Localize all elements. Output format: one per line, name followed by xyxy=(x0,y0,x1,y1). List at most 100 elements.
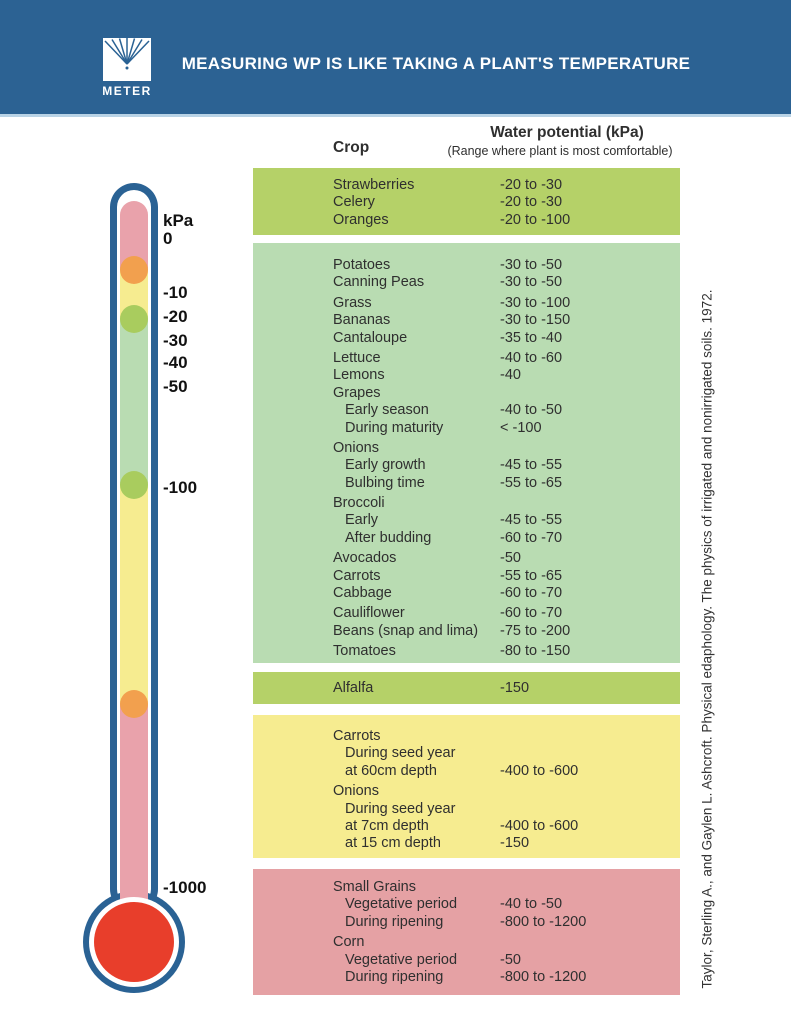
table-row: During seed year xyxy=(253,745,680,762)
table-row: During ripening -800 to -1200 xyxy=(253,969,680,986)
crop-label: at 60cm depth xyxy=(345,762,437,779)
scale-label-neg1000: -1000 xyxy=(163,878,207,897)
crop-label: Grapes xyxy=(333,384,381,401)
wp-value: -60 to -70 xyxy=(500,529,563,546)
crop-label: Celery xyxy=(333,194,375,211)
crop-label: Beans (snap and lima) xyxy=(333,622,479,639)
table-row: Vegetative period -50 xyxy=(253,952,680,969)
table-row: Celery -20 to -30 xyxy=(253,194,680,211)
wp-value: -55 to -65 xyxy=(500,474,563,491)
crop-label: Vegetative period xyxy=(345,896,458,913)
wp-value: -20 to -30 xyxy=(500,194,563,211)
crop-label: Cauliflower xyxy=(333,605,405,622)
table-row: Early season -40 to -50 xyxy=(253,402,680,419)
table-row: Grapes xyxy=(253,385,680,402)
table-row: Onions xyxy=(253,783,680,800)
wp-value: -800 to -1200 xyxy=(500,968,587,985)
table-row: Potatoes -30 to -50 xyxy=(253,257,680,274)
crop-label: Avocados xyxy=(333,550,397,567)
crop-label: Bulbing time xyxy=(345,474,425,491)
crop-label: Grass xyxy=(333,294,372,311)
table-row: Beans (snap and lima) -75 to -200 xyxy=(253,623,680,640)
crop-label: Onions xyxy=(333,783,379,800)
crop-label: During ripening xyxy=(345,913,444,930)
tube-marker-green-top xyxy=(120,305,148,333)
table-row: Cabbage -60 to -70 xyxy=(253,585,680,602)
table-row: Cantaloupe -35 to -40 xyxy=(253,330,680,347)
crop-label: Early xyxy=(345,512,379,529)
crop-label: Lemons xyxy=(333,367,385,384)
wp-value: -30 to -150 xyxy=(500,312,571,329)
table-row: Early growth -45 to -55 xyxy=(253,457,680,474)
table-row: During seed year xyxy=(253,801,680,818)
table-row: at 60cm depth -400 to -600 xyxy=(253,763,680,780)
wp-value: -800 to -1200 xyxy=(500,913,587,930)
table-row: Cauliflower -60 to -70 xyxy=(253,605,680,622)
table-row: Broccoli xyxy=(253,495,680,512)
table-row: Early -45 to -55 xyxy=(253,512,680,529)
wp-value: -35 to -40 xyxy=(500,329,563,346)
crop-label: Canning Peas xyxy=(333,274,425,291)
table-row: Bananas -30 to -150 xyxy=(253,312,680,329)
tube-marker-orange-top xyxy=(120,256,148,284)
table-row: Alfalfa -150 xyxy=(253,680,680,697)
crop-label: Strawberries xyxy=(333,177,415,193)
table-row: Vegetative period -40 to -50 xyxy=(253,896,680,913)
scale-label-neg40: -40 xyxy=(163,353,188,372)
crop-label: Carrots xyxy=(333,567,381,584)
wp-value: -60 to -70 xyxy=(500,605,563,622)
tube-segment-green xyxy=(120,319,148,485)
crop-label: Tomatoes xyxy=(333,643,396,660)
scale-label-neg50: -50 xyxy=(163,377,188,396)
scale-label-neg20: -20 xyxy=(163,307,188,326)
crop-label: Vegetative period xyxy=(345,951,458,968)
table-row: at 7cm depth -400 to -600 xyxy=(253,818,680,835)
table-row: Tomatoes -80 to -150 xyxy=(253,643,680,660)
wp-value: -20 to -100 xyxy=(500,211,571,228)
wp-value: -45 to -55 xyxy=(500,512,563,529)
crop-label: Lettuce xyxy=(333,349,381,366)
table-row: Avocados -50 xyxy=(253,550,680,567)
wp-value: -50 xyxy=(500,951,521,968)
crop-table: Strawberries -20 to -30 Celery -20 to -30 Or… xyxy=(253,168,680,995)
crop-label: During seed year xyxy=(345,800,456,817)
wp-value: -20 to -30 xyxy=(500,177,563,193)
crop-label: Small Grains xyxy=(333,879,416,895)
wp-value: -75 to -200 xyxy=(500,622,571,639)
crop-label: Carrots xyxy=(333,728,381,744)
table-row: Oranges -20 to -100 xyxy=(253,212,680,229)
thermometer-bulb xyxy=(94,902,174,982)
header-bar: METER MEASURING WP IS LIKE TAKING A PLAN… xyxy=(0,0,791,117)
table-row: Onions xyxy=(253,440,680,457)
table-row: Carrots xyxy=(253,728,680,745)
wp-value: -45 to -55 xyxy=(500,457,563,474)
wp-value: < -100 xyxy=(500,419,542,436)
wp-value: -55 to -65 xyxy=(500,567,563,584)
crop-label: After budding xyxy=(345,529,432,546)
crop-label: Onions xyxy=(333,439,379,456)
table-row: During ripening -800 to -1200 xyxy=(253,914,680,931)
crop-label: During seed year xyxy=(345,745,456,762)
wp-value: -40 to -50 xyxy=(500,402,563,419)
wp-value: -40 to -50 xyxy=(500,896,563,913)
table-row: Corn xyxy=(253,934,680,951)
wp-value: -60 to -70 xyxy=(500,585,563,602)
table-row: Lettuce -40 to -60 xyxy=(253,350,680,367)
crop-label: Corn xyxy=(333,934,365,951)
wp-value: -40 xyxy=(500,367,521,384)
crop-block-seed-year: Carrots During seed year at 60cm depth -400… xyxy=(253,715,680,858)
page-title: MEASURING WP IS LIKE TAKING A PLANT'S TE… xyxy=(181,54,691,73)
water-potential-subheader: (Range where plant is most comfortable) xyxy=(447,144,673,158)
table-row: Lemons -40 xyxy=(253,367,680,384)
wp-value: -30 to -50 xyxy=(500,274,563,291)
crop-label: During ripening xyxy=(345,968,444,985)
crop-label: Early growth xyxy=(345,457,426,474)
crop-label: at 15 cm depth xyxy=(345,835,441,852)
crop-block-comfortable: Strawberries -20 to -30 Celery -20 to -30 Or… xyxy=(253,168,680,235)
crop-label: Cabbage xyxy=(333,585,392,602)
table-row: During maturity < -100 xyxy=(253,420,680,437)
tube-segment-yellow-bottom xyxy=(120,485,148,704)
wp-value: -40 to -60 xyxy=(500,349,563,366)
crop-label: Oranges xyxy=(333,211,389,228)
table-row: After budding -60 to -70 xyxy=(253,530,680,547)
